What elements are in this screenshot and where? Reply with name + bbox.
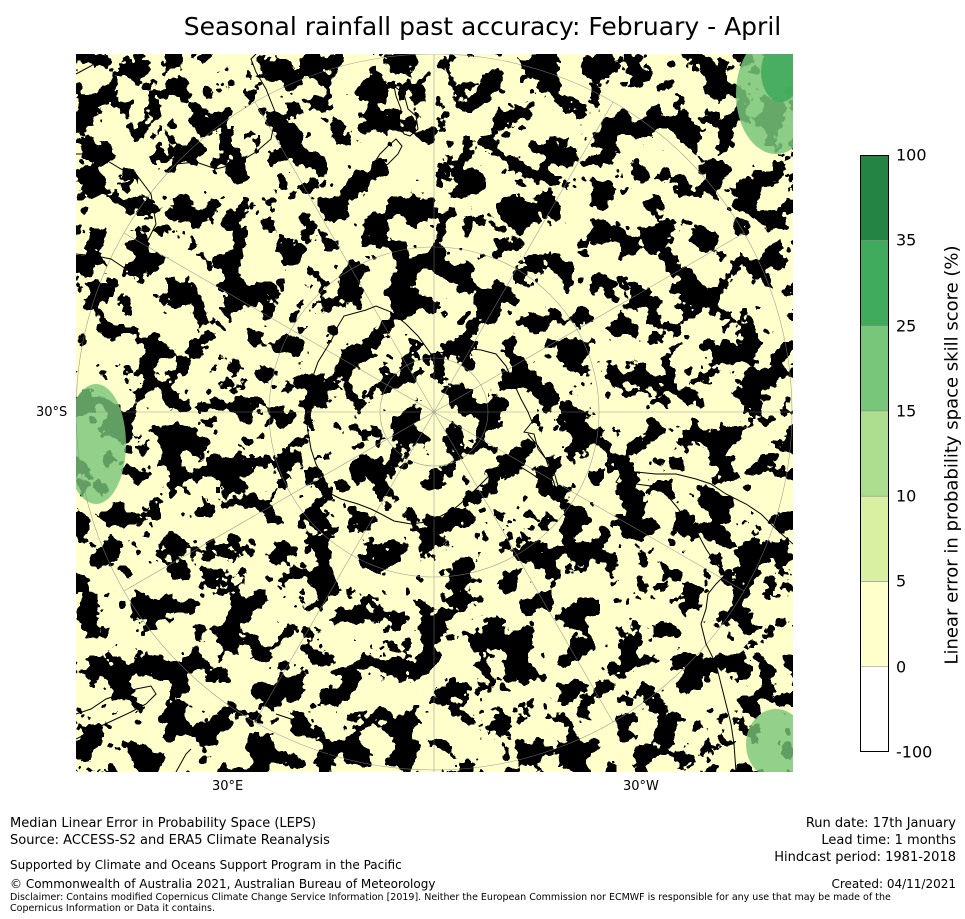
lon-label-30e: 30°E [212,779,244,794]
antarctica-outline [305,305,560,525]
footer-support: Supported by Climate and Oceans Support … [10,858,402,872]
footer-right: Run date: 17th January Lead time: 1 mont… [774,815,956,866]
colorbar-tick-label: 15 [896,401,917,421]
skill-patch-bottom-right [746,709,793,772]
colorbar-bin [859,154,890,241]
map-title: Seasonal rainfall past accuracy: Februar… [183,12,782,41]
colorbar [859,154,890,753]
footer-left: Median Linear Error in Probability Space… [10,815,330,849]
skill-patch-left [76,384,126,504]
lat-label-30s: 30°S [36,405,68,420]
africa-outline [76,685,332,772]
new-zealand-outline [371,84,419,173]
colorbar-label: Linear error in probability space skill … [941,245,963,665]
island-falklands [618,514,623,518]
colorbar-tick-label: 25 [896,316,917,336]
colorbar-tick-label: 10 [896,486,917,506]
antarctic-peninsula [527,433,561,495]
colorbar-bin [859,240,890,326]
colorbar-tick-label: 0 [896,657,907,677]
skill-patch-top-right-core [761,54,793,102]
island-tierra-del-fuego [554,572,557,575]
footer-run-date: Run date: 17th January [805,816,956,831]
colorbar-tick-label: 100 [896,145,927,165]
colorbar-tick-label: 5 [896,571,907,591]
colorbar-tick-label: -100 [896,742,933,762]
colorbar-bins [859,154,890,753]
footer-copyright: © Commonwealth of Australia 2021, Austra… [10,877,436,891]
footer-created: Created: 04/11/2021 [831,877,956,891]
colorbar-bin [859,410,890,497]
polar-skill-map [76,54,793,772]
footer-hindcast: Hindcast period: 1981-2018 [774,850,956,865]
footer-lead-time: Lead time: 1 months [821,833,956,848]
colorbar-tick-label: 35 [896,230,917,250]
lon-label-30w: 30°W [623,779,659,794]
south-america-outline [615,471,793,772]
australia-outline [76,54,277,270]
colorbar-bin [859,581,890,667]
colorbar-bin [859,325,890,412]
island-south-georgia [550,570,556,573]
footer-source: Source: ACCESS-S2 and ERA5 Climate Reana… [10,833,330,848]
graticule [76,54,793,772]
island-kerguelen [216,487,220,493]
colorbar-bin [859,495,890,582]
colorbar-bin [859,666,890,753]
footer-method: Median Linear Error in Probability Space… [10,816,317,831]
footer-disclaimer: Disclaimer: Contains modified Copernicus… [10,892,891,914]
